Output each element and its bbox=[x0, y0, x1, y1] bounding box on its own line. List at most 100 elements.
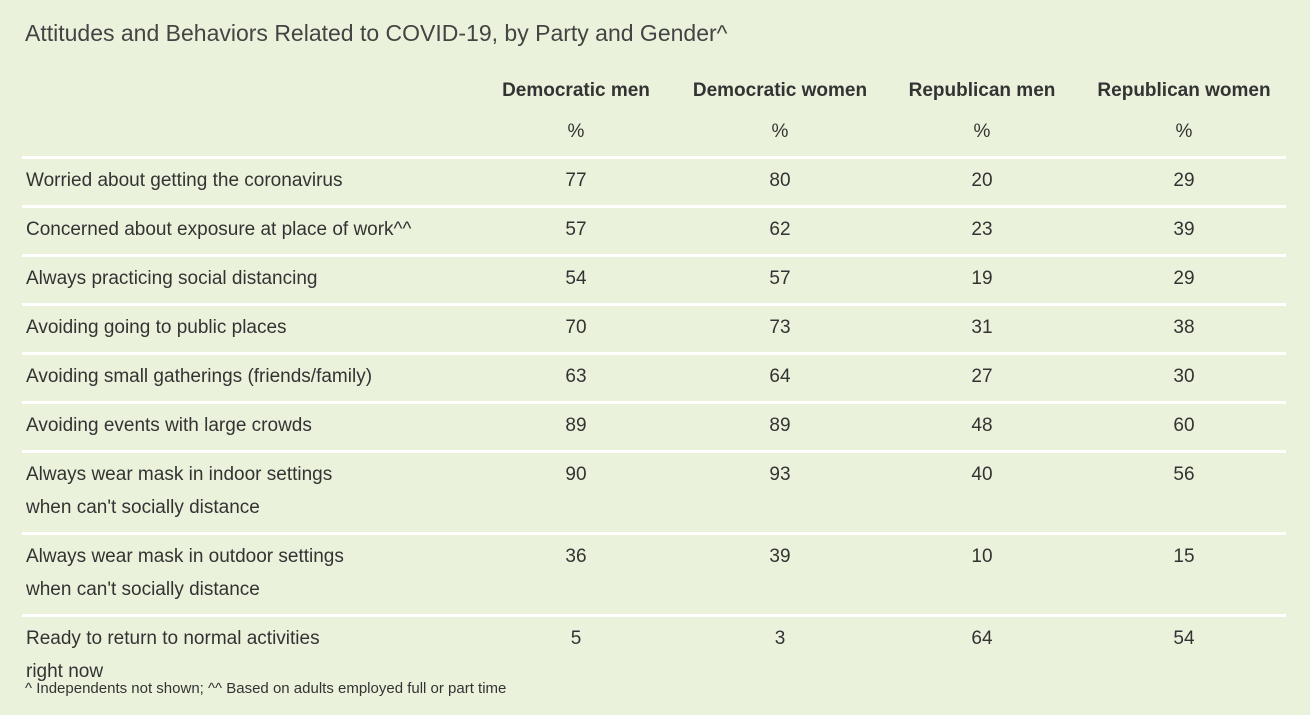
unit-label: % bbox=[678, 112, 882, 159]
data-cell: 64 bbox=[882, 616, 1082, 697]
unit-row: % % % % bbox=[22, 112, 1286, 159]
data-value: 36 bbox=[565, 546, 587, 567]
header-blank-cell bbox=[22, 70, 474, 112]
data-value: 5 bbox=[570, 628, 582, 649]
data-value: 60 bbox=[1173, 415, 1195, 436]
table-row: Always practicing social distancing 54 57 1… bbox=[22, 255, 1286, 306]
table-row: Avoiding small gatherings (friends/famil… bbox=[22, 353, 1286, 404]
chart-title: Attitudes and Behaviors Related to COVID… bbox=[25, 20, 728, 46]
data-value: 29 bbox=[1173, 170, 1195, 191]
row-label: Avoiding going to public places bbox=[22, 304, 474, 355]
data-cell: 20 bbox=[882, 157, 1082, 208]
column-header: Republican women bbox=[1097, 80, 1271, 101]
unit-label: % bbox=[474, 112, 678, 159]
data-value: 38 bbox=[1173, 317, 1195, 338]
data-value: 70 bbox=[565, 317, 587, 338]
row-label: Always wear mask in indoor settings when … bbox=[22, 451, 474, 535]
row-label: Ready to return to normal activities righ… bbox=[22, 616, 474, 697]
data-value: 89 bbox=[769, 415, 791, 436]
row-label-line: Avoiding small gatherings (friends/famil… bbox=[26, 366, 373, 387]
row-label: Always wear mask in outdoor settings when… bbox=[22, 533, 474, 617]
data-cell: 48 bbox=[882, 402, 1082, 453]
data-value: 93 bbox=[769, 464, 791, 485]
table-body: Worried about getting the coronavirus 77 8… bbox=[22, 157, 1286, 697]
data-value: 64 bbox=[769, 366, 791, 387]
data-value: 57 bbox=[769, 268, 791, 289]
data-cell: 5 bbox=[474, 616, 678, 697]
data-value: 15 bbox=[1173, 546, 1195, 567]
table-row: Always wear mask in outdoor settings when… bbox=[22, 533, 1286, 617]
data-cell: 54 bbox=[474, 255, 678, 306]
data-value: 56 bbox=[1173, 464, 1195, 485]
row-label-line: when can't socially distance bbox=[26, 497, 260, 518]
data-cell: 57 bbox=[474, 206, 678, 257]
data-value: 31 bbox=[971, 317, 993, 338]
row-label-line: Concerned about exposure at place of wor… bbox=[26, 219, 412, 240]
row-label: Avoiding small gatherings (friends/famil… bbox=[22, 353, 474, 404]
data-cell: 10 bbox=[882, 533, 1082, 617]
data-cell: 62 bbox=[678, 206, 882, 257]
data-value: 27 bbox=[971, 366, 993, 387]
row-label-line: right now bbox=[26, 661, 104, 682]
table-row: Concerned about exposure at place of wor… bbox=[22, 206, 1286, 257]
data-cell: 29 bbox=[1082, 255, 1286, 306]
row-label-line: when can't socially distance bbox=[26, 579, 260, 600]
data-cell: 90 bbox=[474, 451, 678, 535]
data-cell: 31 bbox=[882, 304, 1082, 355]
table-row: Always wear mask in indoor settings when … bbox=[22, 451, 1286, 535]
data-value: 10 bbox=[971, 546, 993, 567]
table-row: Ready to return to normal activities righ… bbox=[22, 616, 1286, 697]
data-value: 39 bbox=[1173, 219, 1195, 240]
data-cell: 29 bbox=[1082, 157, 1286, 208]
data-value: 80 bbox=[769, 170, 791, 191]
data-value: 64 bbox=[971, 628, 993, 649]
data-value: 29 bbox=[1173, 268, 1195, 289]
row-label-line: Worried about getting the coronavirus bbox=[26, 170, 343, 191]
data-cell: 30 bbox=[1082, 353, 1286, 404]
table-row: Avoiding events with large crowds 89 89 48 6… bbox=[22, 402, 1286, 453]
row-label-line: Always practicing social distancing bbox=[26, 268, 318, 289]
unit-blank-cell bbox=[22, 112, 474, 159]
data-value: 20 bbox=[971, 170, 993, 191]
unit-label: % bbox=[1082, 112, 1286, 159]
data-cell: 60 bbox=[1082, 402, 1286, 453]
data-value: 63 bbox=[565, 366, 587, 387]
row-label: Always practicing social distancing bbox=[22, 255, 474, 306]
data-cell: 56 bbox=[1082, 451, 1286, 535]
data-cell: 64 bbox=[678, 353, 882, 404]
column-header-row: Democratic men Democratic women Republic… bbox=[22, 70, 1286, 112]
data-value: 3 bbox=[774, 628, 786, 649]
data-value: 89 bbox=[565, 415, 587, 436]
data-cell: 73 bbox=[678, 304, 882, 355]
data-cell: 57 bbox=[678, 255, 882, 306]
row-label-line: Always wear mask in outdoor settings bbox=[26, 546, 344, 567]
data-cell: 89 bbox=[678, 402, 882, 453]
row-label-line: Ready to return to normal activities bbox=[26, 628, 320, 649]
data-value: 54 bbox=[1173, 628, 1195, 649]
data-cell: 38 bbox=[1082, 304, 1286, 355]
data-value: 73 bbox=[769, 317, 791, 338]
data-cell: 40 bbox=[882, 451, 1082, 535]
data-cell: 3 bbox=[678, 616, 882, 697]
column-header: Democratic women bbox=[692, 80, 868, 101]
data-value: 48 bbox=[971, 415, 993, 436]
data-value: 54 bbox=[565, 268, 587, 289]
data-value: 19 bbox=[971, 268, 993, 289]
unit-label: % bbox=[882, 112, 1082, 159]
data-value: 40 bbox=[971, 464, 993, 485]
data-value: 90 bbox=[565, 464, 587, 485]
data-value: 30 bbox=[1173, 366, 1195, 387]
data-cell: 70 bbox=[474, 304, 678, 355]
row-label-line: Always wear mask in indoor settings bbox=[26, 464, 333, 485]
table-row: Avoiding going to public places 70 73 31 38 bbox=[22, 304, 1286, 355]
column-header: Republican men bbox=[908, 80, 1056, 101]
data-cell: 23 bbox=[882, 206, 1082, 257]
row-label: Avoiding events with large crowds bbox=[22, 402, 474, 453]
data-cell: 93 bbox=[678, 451, 882, 535]
row-label-line: Avoiding events with large crowds bbox=[26, 415, 312, 436]
data-cell: 54 bbox=[1082, 616, 1286, 697]
footnote: ^ Independents not shown; ^^ Based on ad… bbox=[25, 680, 507, 697]
data-value: 62 bbox=[769, 219, 791, 240]
data-cell: 63 bbox=[474, 353, 678, 404]
row-label: Worried about getting the coronavirus bbox=[22, 157, 474, 208]
